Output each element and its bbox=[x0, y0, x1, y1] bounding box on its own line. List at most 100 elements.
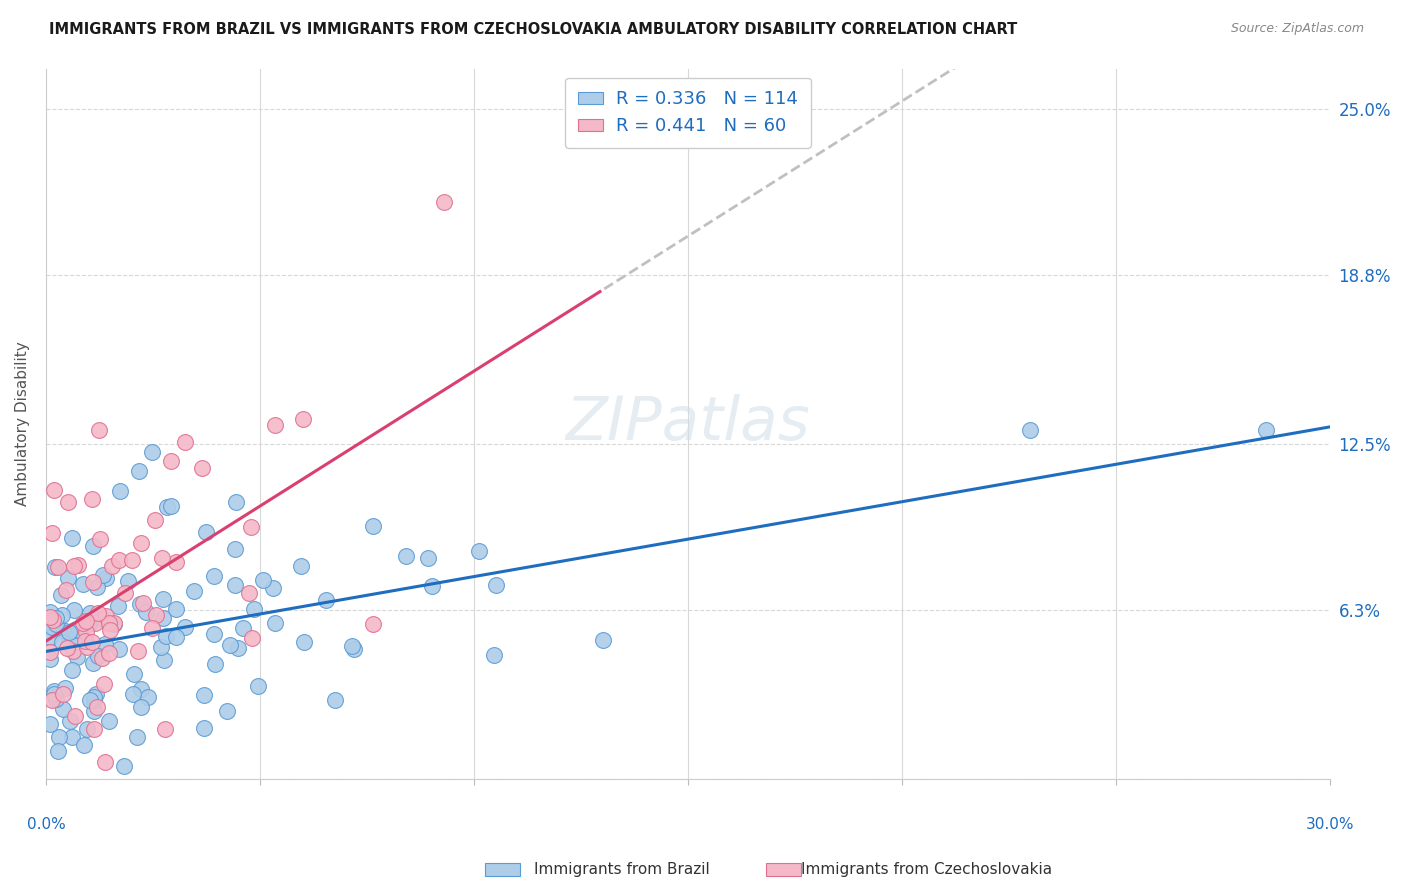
Point bbox=[135, 605, 157, 619]
Point bbox=[82, 539, 104, 553]
Point bbox=[80, 634, 103, 648]
Point bbox=[83, 723, 105, 737]
Point bbox=[122, 687, 145, 701]
Point bbox=[45, 617, 67, 632]
Point bbox=[193, 721, 215, 735]
Text: IMMIGRANTS FROM BRAZIL VS IMMIGRANTS FROM CZECHOSLOVAKIA AMBULATORY DISABILITY C: IMMIGRANTS FROM BRAZIL VS IMMIGRANTS FRO… bbox=[49, 22, 1018, 37]
Point bbox=[1019, 423, 1042, 437]
Point bbox=[44, 483, 66, 497]
Point bbox=[204, 657, 226, 672]
Point bbox=[98, 714, 121, 729]
Point bbox=[77, 616, 100, 631]
Text: ZIPatlas: ZIPatlas bbox=[565, 394, 810, 453]
Point bbox=[83, 692, 105, 706]
Point bbox=[45, 691, 67, 706]
Y-axis label: Ambulatory Disability: Ambulatory Disability bbox=[15, 341, 30, 506]
Point bbox=[41, 693, 63, 707]
Point bbox=[215, 704, 238, 718]
Point bbox=[150, 550, 173, 565]
Point bbox=[340, 639, 363, 653]
Point bbox=[98, 646, 121, 660]
Point bbox=[141, 445, 163, 459]
Point bbox=[165, 630, 187, 644]
Point bbox=[232, 621, 254, 635]
Point bbox=[91, 612, 114, 626]
Point bbox=[76, 722, 98, 736]
Point bbox=[468, 544, 491, 558]
Point bbox=[59, 714, 82, 728]
Point bbox=[55, 681, 77, 696]
Point bbox=[44, 687, 66, 701]
Point bbox=[87, 423, 110, 437]
Text: 0.0%: 0.0% bbox=[27, 817, 65, 832]
Point bbox=[112, 758, 135, 772]
Point bbox=[51, 635, 73, 649]
Point bbox=[42, 614, 65, 628]
Point bbox=[152, 611, 174, 625]
Point bbox=[136, 690, 159, 704]
Point bbox=[39, 652, 62, 666]
Text: Source: ZipAtlas.com: Source: ZipAtlas.com bbox=[1230, 22, 1364, 36]
Point bbox=[46, 744, 69, 758]
Point bbox=[240, 632, 263, 646]
Point bbox=[90, 650, 112, 665]
Point bbox=[121, 552, 143, 566]
Point bbox=[83, 690, 105, 704]
Point bbox=[94, 755, 117, 769]
Point bbox=[224, 542, 246, 557]
Point bbox=[291, 412, 314, 426]
Point bbox=[218, 638, 240, 652]
Point bbox=[52, 702, 75, 716]
Point bbox=[60, 531, 83, 545]
Point bbox=[86, 606, 108, 620]
Point bbox=[39, 631, 62, 645]
Point bbox=[150, 640, 173, 654]
Point bbox=[89, 532, 111, 546]
Point bbox=[153, 653, 176, 667]
Point bbox=[117, 574, 139, 589]
Point bbox=[76, 640, 98, 654]
Point bbox=[98, 615, 121, 630]
Point bbox=[129, 536, 152, 550]
Point bbox=[127, 644, 149, 658]
Point bbox=[129, 700, 152, 714]
Point bbox=[103, 615, 125, 630]
Point bbox=[46, 560, 69, 574]
Point bbox=[361, 616, 384, 631]
Point bbox=[143, 513, 166, 527]
Point bbox=[93, 676, 115, 690]
Point bbox=[73, 738, 96, 752]
Point bbox=[56, 571, 79, 585]
Point bbox=[174, 435, 197, 450]
Point bbox=[225, 494, 247, 508]
Point bbox=[82, 575, 104, 590]
Point bbox=[363, 519, 385, 533]
Point bbox=[145, 607, 167, 622]
Point bbox=[153, 723, 176, 737]
Point bbox=[79, 692, 101, 706]
Point bbox=[80, 492, 103, 507]
Point bbox=[63, 623, 86, 637]
Point bbox=[243, 602, 266, 616]
Point bbox=[262, 582, 284, 596]
Point bbox=[96, 571, 118, 585]
Point bbox=[485, 578, 508, 592]
Point bbox=[183, 584, 205, 599]
Point bbox=[131, 682, 153, 697]
Point bbox=[62, 559, 84, 574]
Point bbox=[94, 609, 117, 624]
Point bbox=[65, 650, 87, 665]
Point bbox=[160, 499, 183, 513]
Point bbox=[75, 624, 97, 639]
Point bbox=[323, 693, 346, 707]
Point bbox=[60, 730, 83, 744]
Point bbox=[83, 704, 105, 718]
Point bbox=[129, 597, 152, 611]
Text: Immigrants from Brazil: Immigrants from Brazil bbox=[534, 863, 710, 877]
Point bbox=[41, 619, 63, 633]
Text: 30.0%: 30.0% bbox=[1306, 817, 1354, 832]
Point bbox=[39, 610, 62, 624]
Point bbox=[60, 663, 83, 677]
Point bbox=[42, 683, 65, 698]
Point bbox=[82, 656, 104, 670]
